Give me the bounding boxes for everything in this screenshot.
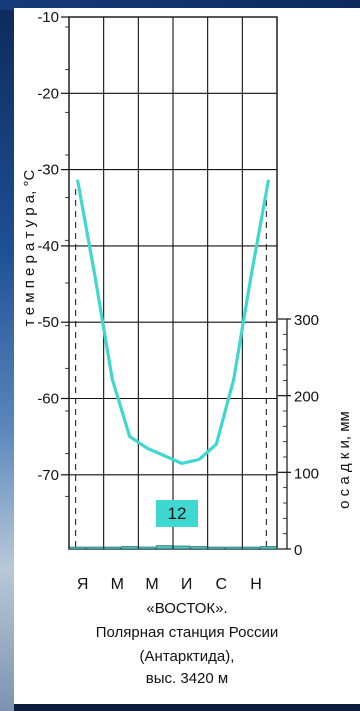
month-label: Я [77,576,89,593]
precipitation-bar [190,546,208,550]
temperature-tick-label: -50 [37,314,59,331]
precipitation-bar [138,546,156,550]
month-label: И [181,576,193,593]
precipitation-bar [121,546,139,550]
station-location: (Антарктида), [139,648,235,665]
precipitation-bar [225,546,243,550]
climate-chart-panel [14,8,360,704]
precipitation-bar [259,546,277,550]
precipitation-tick-label: 100 [294,465,319,482]
background-strip [0,0,14,711]
precipitation-bar [173,545,191,550]
precipitation-tick-label: 300 [294,312,319,329]
station-name: «ВОСТОК». [146,600,228,617]
precipitation-bar [69,546,87,550]
precipitation-axis-label: о с а д к и, мм [336,411,353,509]
temperature-tick-label: -20 [37,85,59,102]
annual-total-label: 12 [168,504,187,523]
precipitation-bar [242,546,260,550]
month-label: М [111,576,124,593]
station-altitude: выс. 3420 м [145,670,229,687]
precipitation-tick-label: 0 [294,542,302,559]
station-description: Полярная станция России [95,624,279,641]
temperature-tick-label: -40 [37,238,59,255]
month-label: С [216,576,228,593]
precipitation-bar [103,546,121,550]
month-label: Н [250,576,262,593]
temperature-tick-label: -60 [37,391,59,408]
temperature-axis-label: т е м п е р а т у р а, °С [21,170,38,327]
temperature-line [76,179,270,465]
month-label: М [145,576,158,593]
temperature-axis: -10 -20 -30 -40 -50 -60 -70 [37,9,69,497]
grid [68,16,278,550]
temperature-tick-label: -10 [37,9,59,26]
temperature-tick-label: -70 [37,467,59,484]
precipitation-bar [207,546,225,550]
precipitation-tick-label: 200 [294,389,319,406]
precipitation-bar [155,545,173,550]
precipitation-bar [86,546,104,550]
temperature-tick-label: -30 [37,162,59,179]
background-top-strip [0,0,360,10]
annual-total-badge [156,500,198,527]
precipitation-bars [69,545,277,550]
precipitation-axis: 0 100 200 300 [278,312,319,559]
